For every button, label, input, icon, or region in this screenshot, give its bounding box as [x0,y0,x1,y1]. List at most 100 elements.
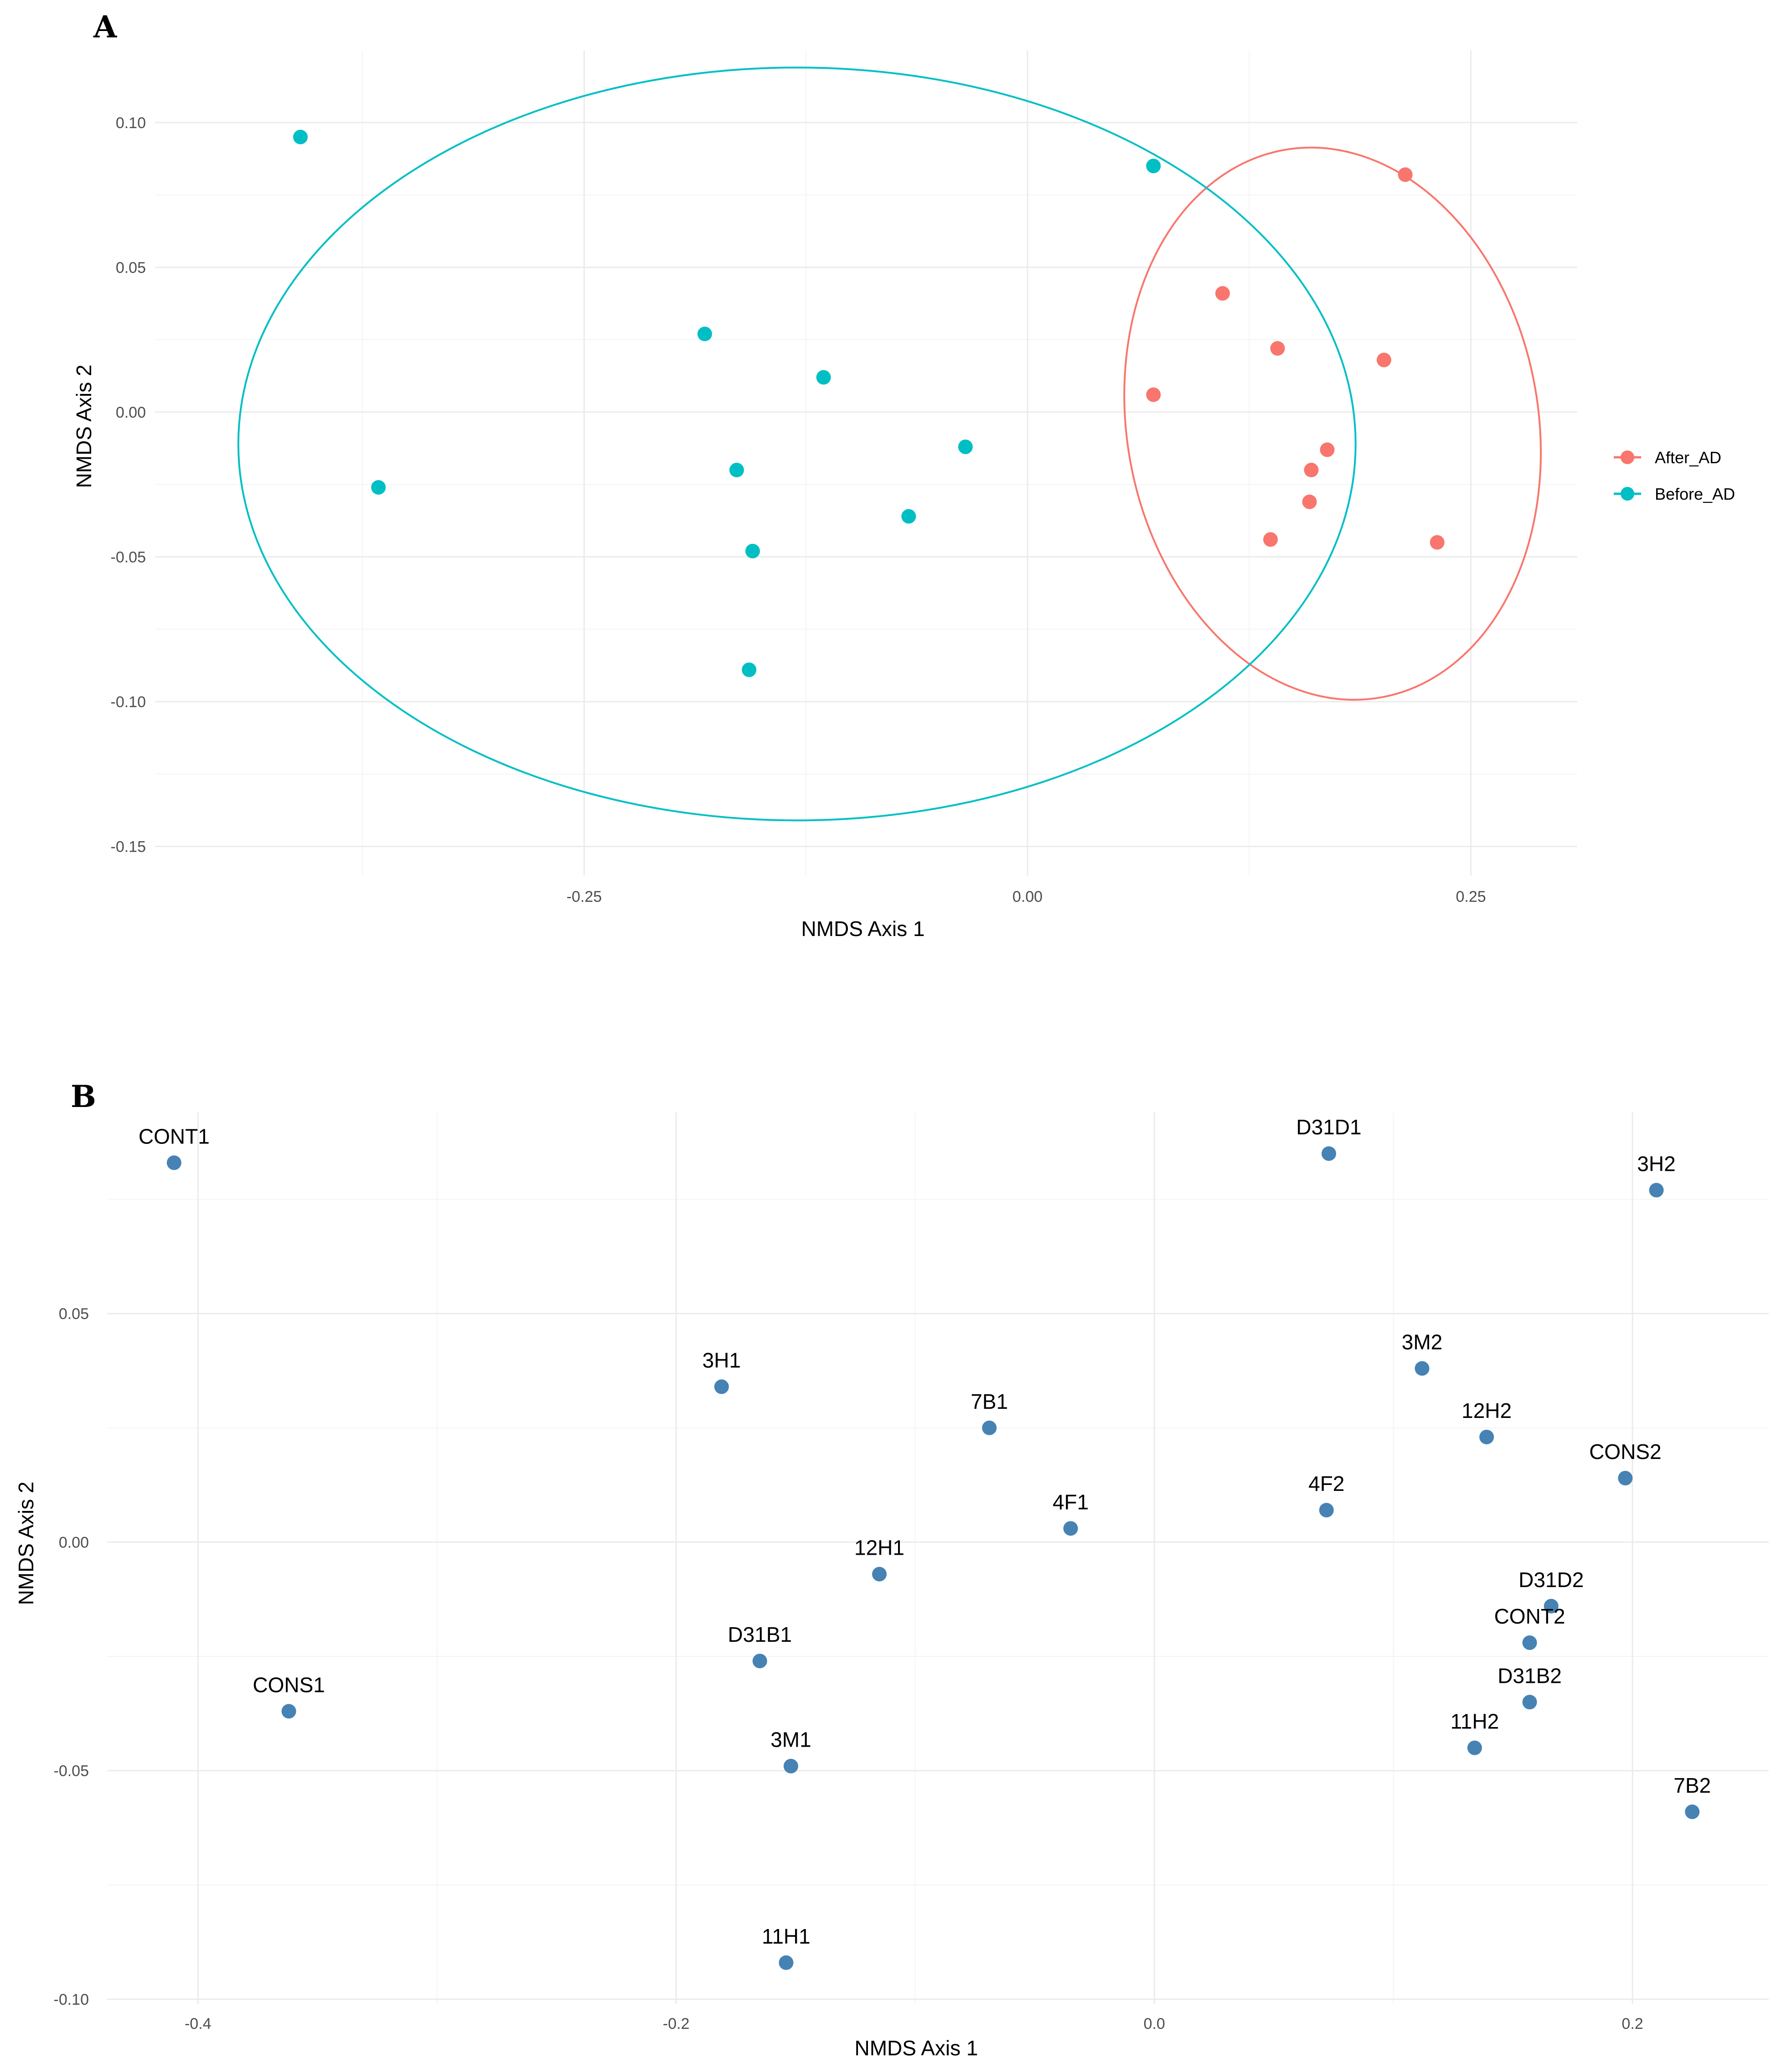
point-label-3m1: 3M1 [770,1728,811,1752]
panel-b-x-tick-label: -0.4 [185,2015,212,2033]
panel-b-y-tick-label: -0.10 [54,1991,89,2008]
panel-a-y-tick-label: 0.00 [116,404,146,421]
panel-b-x-tick-labels: -0.4 -0.2 0.0 0.2 [185,2015,1643,2033]
legend-label-after-ad: After_AD [1655,448,1721,467]
point-label-d31d2: D31D2 [1518,1568,1584,1592]
point-7b1 [982,1420,997,1435]
panel-b-label: B [71,1079,96,1114]
ellipse-before-ad [237,67,1357,822]
panel-b-point-labels: CONT1 D31D1 3H2 3M2 3H1 7B1 12H2 CONS2 4F2 4F1 12H… [139,1115,1711,1948]
point-3m2 [1415,1361,1430,1376]
point-label-3h2: 3H2 [1637,1152,1675,1175]
legend-label-before-ad: Before_AD [1655,485,1735,503]
point-after-ad [1215,286,1230,301]
point-cont2 [1522,1635,1537,1650]
panel-a-x-tick-label: 0.25 [1456,888,1486,905]
point-d31b2 [1522,1695,1537,1710]
legend-key-point-after-ad [1621,450,1634,464]
legend-item-before-ad: Before_AD [1614,485,1735,503]
panel-a-y-tick-label: -0.05 [111,548,146,566]
point-cons2 [1618,1471,1633,1486]
point-label-4f2: 4F2 [1308,1472,1344,1495]
point-before-ad [729,462,744,477]
point-label-d31b2: D31B2 [1498,1664,1562,1687]
point-after-ad [1430,535,1445,550]
panel-b-gridlines [107,1112,1769,2004]
ellipse-after-ad [1123,146,1542,701]
point-before-ad [1146,159,1161,174]
panel-b: B CONT1 D31D1 3H2 3M2 3H1 7B1 12H2 CONS2 4F2 4F1 1… [14,1079,1769,2060]
point-before-ad [958,440,973,455]
point-before-ad [816,370,831,385]
panel-a-legend: After_AD Before_AD [1614,448,1735,503]
point-after-ad [1302,494,1317,509]
panel-b-y-tick-label: -0.05 [54,1763,89,1780]
panel-a: A -0.15 -0.10 -0.05 0.00 0.05 0.10 -0.25 0.00 0… [72,9,1735,941]
point-3h2 [1649,1183,1664,1198]
panel-a-x-tick-labels: -0.25 0.00 0.25 [567,888,1486,905]
point-label-12h2: 12H2 [1461,1399,1512,1422]
point-after-ad [1320,442,1335,457]
point-7b2 [1685,1804,1700,1819]
point-after-ad [1398,167,1413,182]
point-label-4f1: 4F1 [1053,1490,1089,1514]
point-after-ad [1270,341,1285,356]
panel-a-gridlines [155,50,1577,875]
point-before-ad [697,326,712,341]
point-label-cons1: CONS1 [253,1673,325,1697]
panel-b-y-tick-label: 0.05 [59,1305,89,1323]
panel-a-x-tick-label: -0.25 [567,888,602,905]
panel-a-label: A [93,9,117,45]
legend-key-point-before-ad [1621,487,1634,501]
point-label-3m2: 3M2 [1402,1330,1442,1354]
panel-a-points [293,129,1445,678]
point-label-7b1: 7B1 [971,1390,1008,1413]
point-after-ad [1263,532,1278,547]
panel-b-x-tick-label: 0.0 [1144,2015,1165,2033]
panel-b-y-axis-title: NMDS Axis 2 [14,1482,38,1605]
point-label-11h1: 11H1 [762,1924,811,1948]
panel-b-x-axis-title: NMDS Axis 1 [855,2036,978,2060]
point-label-7b2: 7B2 [1673,1774,1711,1797]
panel-a-x-axis-title: NMDS Axis 1 [801,917,925,941]
point-label-d31b1: D31B1 [728,1623,792,1646]
panel-a-y-tick-labels: -0.15 -0.10 -0.05 0.00 0.05 0.10 [111,114,146,856]
point-label-cons2: CONS2 [1589,1440,1661,1464]
panel-a-ellipses [237,67,1542,822]
point-d31b1 [752,1654,767,1669]
point-4f1 [1063,1521,1078,1536]
panel-a-y-tick-label: 0.05 [116,259,146,276]
point-12h2 [1479,1429,1494,1444]
point-11h1 [779,1955,794,1970]
point-11h2 [1467,1740,1482,1755]
point-before-ad [742,662,757,678]
point-label-cont2: CONT2 [1494,1604,1565,1628]
point-3m1 [783,1759,798,1774]
panel-a-y-axis-title: NMDS Axis 2 [72,365,96,488]
panel-b-x-tick-label: 0.2 [1622,2015,1643,2033]
point-label-11h2: 11H2 [1451,1710,1499,1733]
legend-item-after-ad: After_AD [1614,448,1721,467]
point-before-ad [371,480,386,495]
point-before-ad [901,509,916,524]
point-before-ad [745,543,760,559]
panel-a-y-tick-label: 0.10 [116,114,146,132]
point-after-ad [1376,352,1391,367]
panel-b-y-tick-labels: -0.10 -0.05 0.00 0.05 [54,1305,89,2008]
point-label-3h1: 3H1 [702,1349,741,1372]
point-d31d2 [1544,1598,1559,1614]
point-label-cont1: CONT1 [139,1124,210,1148]
point-3h1 [714,1379,729,1394]
point-before-ad [293,129,308,145]
panel-a-x-tick-label: 0.00 [1012,888,1043,905]
panel-a-y-tick-label: -0.10 [111,693,146,711]
panel-b-x-tick-label: -0.2 [663,2015,690,2033]
point-label-d31d1: D31D1 [1296,1115,1361,1139]
point-after-ad [1304,462,1319,477]
point-label-12h1: 12H1 [854,1536,904,1560]
point-4f2 [1319,1503,1334,1518]
point-cons1 [281,1704,296,1719]
panel-b-y-tick-label: 0.00 [59,1534,89,1551]
point-d31d1 [1321,1146,1336,1161]
